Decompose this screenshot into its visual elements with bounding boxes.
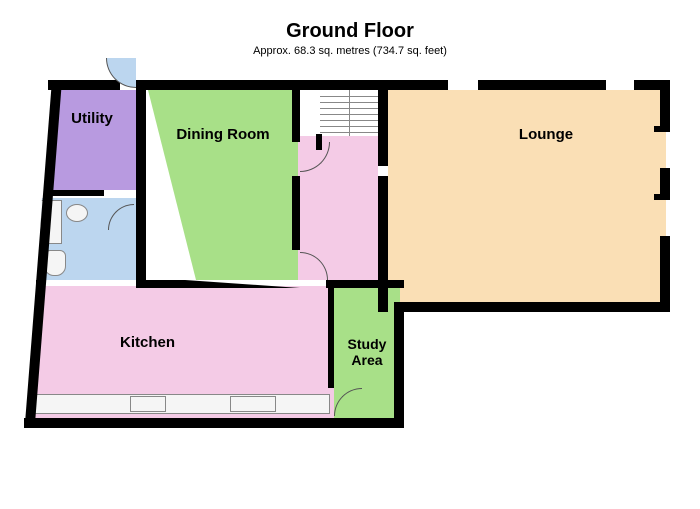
room-label-dining: Dining Room <box>176 126 269 143</box>
room-kitchen: Kitchen <box>30 286 334 418</box>
room-dining: Dining Room <box>148 90 298 280</box>
wall-hall-lounge-gap <box>378 166 388 176</box>
room-label-lounge: Lounge <box>519 126 573 143</box>
stair-divider <box>349 90 350 136</box>
wall-lounge-bottom <box>400 302 670 312</box>
wall-right-1 <box>660 80 670 130</box>
stairs <box>320 90 378 136</box>
wall-kitchen-top-1 <box>136 280 300 288</box>
wall-top-3 <box>478 80 606 90</box>
wall-utility-right <box>136 80 146 286</box>
kitchen-sink-fixture <box>230 396 276 412</box>
floor-plan: Utility Dining Room Lounge Kitchen Study… <box>30 80 670 440</box>
room-lounge: Lounge <box>386 90 666 306</box>
hob-fixture <box>130 396 166 412</box>
room-utility: Utility <box>48 90 136 190</box>
wall-right-3 <box>660 236 670 310</box>
wall-utility-bottom <box>44 190 104 196</box>
wall-dining-right-2 <box>292 176 300 250</box>
wall-study-left <box>328 286 334 388</box>
room-label-utility: Utility <box>71 110 113 127</box>
sink-fixture <box>66 204 88 222</box>
wall-lounge-jamb-1 <box>654 126 670 132</box>
wall-kitchen-top-2 <box>326 280 404 288</box>
floor-title: Ground Floor <box>0 20 700 43</box>
wall-bath-bottom <box>36 280 44 286</box>
wall-bottom <box>24 418 404 428</box>
header: Ground Floor Approx. 68.3 sq. metres (73… <box>0 0 700 57</box>
room-label-study: Study Area <box>348 336 387 368</box>
wall-study-right <box>394 302 404 426</box>
room-label-kitchen: Kitchen <box>120 334 175 351</box>
kitchen-counter <box>34 394 330 414</box>
wall-hall-lounge <box>378 80 388 312</box>
wall-lounge-jamb-2 <box>654 194 670 200</box>
wall-dining-right <box>292 80 300 142</box>
floor-subtitle: Approx. 68.3 sq. metres (734.7 sq. feet) <box>0 45 700 57</box>
